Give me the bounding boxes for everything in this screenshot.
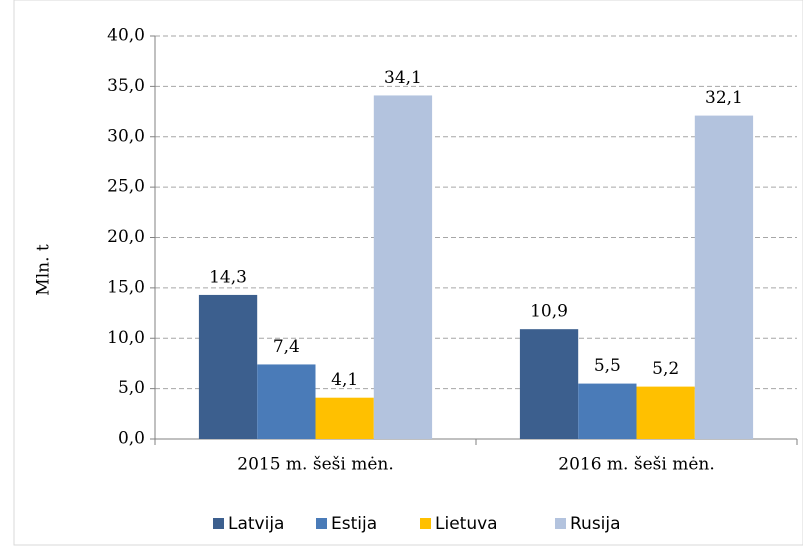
bar <box>257 364 316 439</box>
legend-label: Latvija <box>228 514 284 534</box>
data-label: 34,1 <box>384 68 422 88</box>
data-label: 7,4 <box>273 337 300 357</box>
bar <box>694 115 754 439</box>
x-tick-label: 2016 m. šeši mėn. <box>558 455 714 475</box>
data-label: 5,2 <box>652 359 679 379</box>
bar <box>315 397 374 439</box>
y-tick-label: 35,0 <box>107 76 145 96</box>
data-label: 4,1 <box>331 370 358 390</box>
y-tick-label: 30,0 <box>107 126 145 146</box>
y-tick-label: 40,0 <box>107 26 145 46</box>
y-tick-label: 20,0 <box>107 227 145 247</box>
bar <box>578 383 637 439</box>
x-tick-label: 2015 m. šeši mėn. <box>237 455 393 475</box>
y-tick-label: 10,0 <box>107 328 145 348</box>
legend-swatch <box>555 518 566 529</box>
bar <box>519 329 579 439</box>
legend-swatch <box>420 518 431 529</box>
bar <box>373 95 433 439</box>
legend-swatch <box>213 518 224 529</box>
data-label: 14,3 <box>209 267 247 287</box>
y-axis-label: Mln. t <box>34 244 54 296</box>
legend-swatch <box>316 518 327 529</box>
y-tick-label: 0,0 <box>118 429 145 449</box>
data-label: 32,1 <box>705 88 743 108</box>
y-tick-label: 5,0 <box>118 378 145 398</box>
chart-frame <box>13 0 803 546</box>
bar <box>636 386 695 439</box>
legend-label: Estija <box>331 514 377 534</box>
legend-label: Rusija <box>570 514 621 534</box>
bar <box>198 294 258 439</box>
y-tick-label: 25,0 <box>107 177 145 197</box>
data-label: 5,5 <box>594 356 621 376</box>
legend-label: Lietuva <box>435 514 498 534</box>
y-tick-label: 15,0 <box>107 277 145 297</box>
data-label: 10,9 <box>530 302 568 322</box>
